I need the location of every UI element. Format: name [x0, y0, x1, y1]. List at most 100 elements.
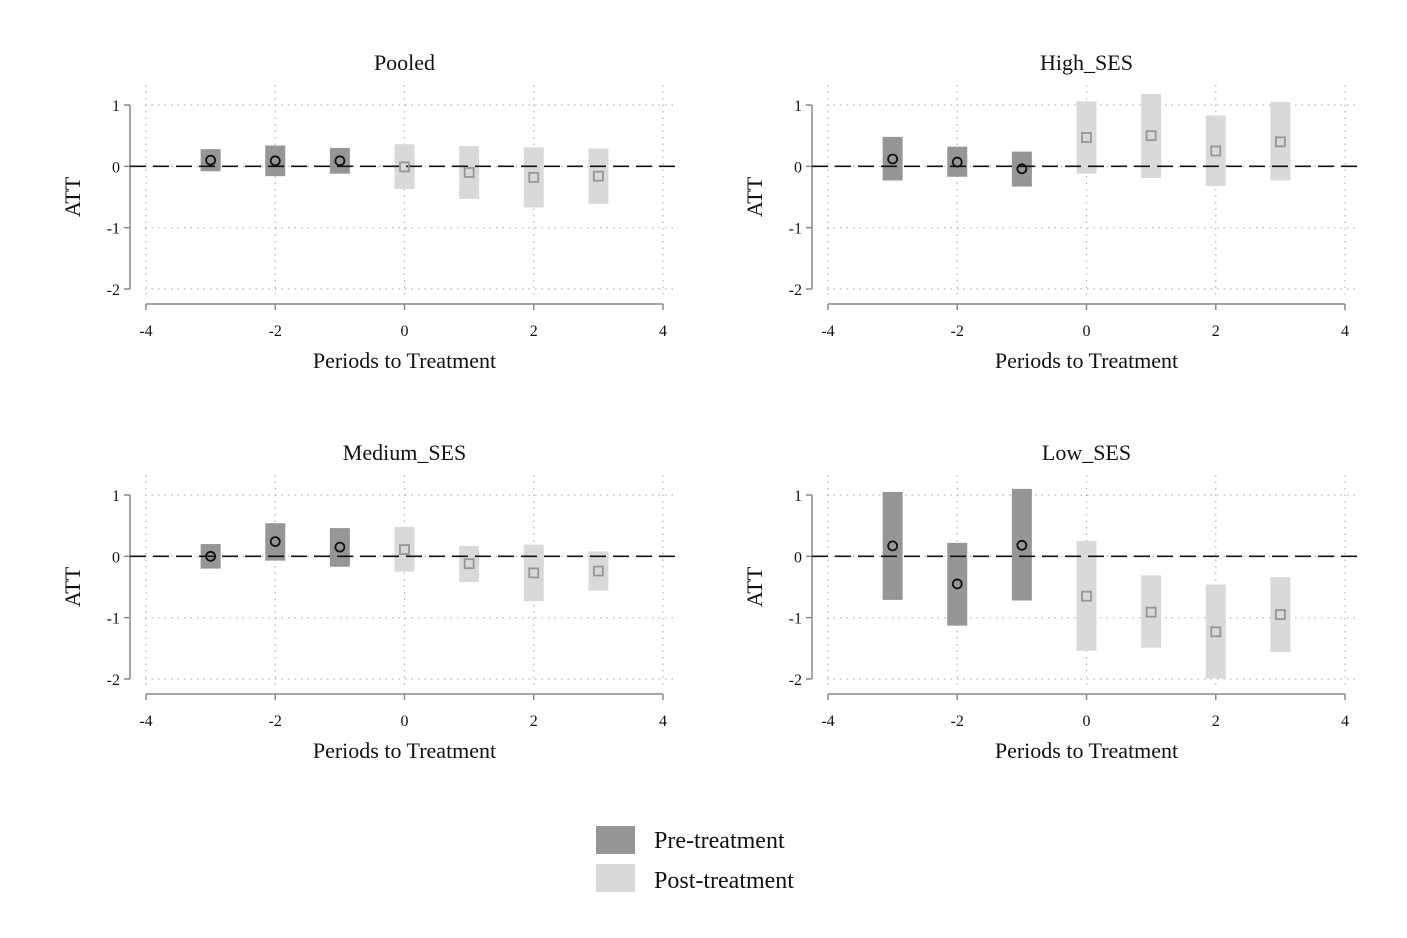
post-confidence-band — [459, 146, 480, 199]
panel-title: Low_SES — [1042, 440, 1131, 465]
post-confidence-band — [1205, 115, 1226, 186]
x-tick-label: -2 — [269, 713, 282, 730]
panel-title: High_SES — [1040, 50, 1133, 75]
legend-pre-swatch — [596, 826, 635, 854]
panel-pooled: Pooled 1 0 -1 -2 -4 -2 0 2 4 Periods to Treatment A… — [60, 50, 680, 373]
y-tick-label: -1 — [789, 221, 802, 238]
post-estimate-point — [1145, 130, 1157, 142]
panel-title: Medium_SES — [343, 440, 466, 465]
x-tick-label: 4 — [659, 713, 667, 730]
x-tick-label: -2 — [951, 323, 964, 340]
legend-post-swatch — [596, 864, 635, 892]
post-confidence-band — [394, 526, 415, 572]
x-tick-label: 2 — [1212, 323, 1220, 340]
pre-confidence-band — [265, 145, 286, 177]
pre-estimate-point — [1016, 163, 1028, 175]
y-tick-label: -1 — [789, 611, 802, 628]
x-tick-label: 4 — [1341, 323, 1349, 340]
pre-estimate-point — [887, 540, 899, 552]
pre-confidence-band — [882, 136, 903, 181]
x-tick-label: 0 — [401, 323, 409, 340]
y-axis-label: ATT — [742, 176, 767, 217]
post-estimate-point — [399, 544, 410, 555]
pre-estimate-point — [887, 153, 899, 165]
post-confidence-band — [1270, 577, 1291, 653]
pre-estimate-point — [951, 156, 963, 168]
post-estimate-point — [528, 171, 540, 183]
pre-confidence-band — [200, 149, 221, 172]
y-tick-label: -2 — [789, 672, 802, 689]
y-tick-label: 0 — [112, 549, 120, 566]
panels-group: Pooled 1 0 -1 -2 -4 -2 0 2 4 Periods to Treatment A… — [60, 50, 1362, 763]
pre-confidence-band — [329, 147, 350, 174]
pre-confidence-band — [947, 146, 968, 177]
y-tick-label: -2 — [107, 282, 120, 299]
post-confidence-band — [588, 148, 609, 204]
x-tick-label: 0 — [1083, 323, 1091, 340]
post-confidence-band — [523, 147, 544, 208]
panel-title: Pooled — [374, 50, 435, 75]
pre-confidence-band — [1011, 488, 1032, 601]
x-tick-label: 2 — [1212, 713, 1220, 730]
y-tick-label: 0 — [794, 549, 802, 566]
pre-confidence-band — [947, 542, 968, 626]
post-estimate-point — [1274, 609, 1286, 620]
post-estimate-point — [592, 170, 604, 182]
post-estimate-point — [463, 558, 475, 570]
post-estimate-point — [1081, 590, 1092, 602]
panel-medium-ses: Medium_SES 1 0 -1 -2 -4 -2 0 2 4 Periods to Treatm… — [60, 440, 680, 763]
pre-confidence-band — [329, 528, 350, 567]
x-axis-label: Periods to Treatment — [313, 738, 496, 763]
x-tick-label: -2 — [269, 323, 282, 340]
y-tick-label: -2 — [107, 672, 120, 689]
pre-confidence-band — [265, 523, 286, 561]
y-tick-label: 1 — [794, 98, 802, 115]
y-tick-label: -2 — [789, 282, 802, 299]
x-tick-label: -4 — [139, 713, 152, 730]
post-confidence-band — [1076, 541, 1097, 651]
panel-high-ses: High_SES 1 0 -1 -2 -4 -2 0 2 4 Periods to Treatmen… — [742, 50, 1362, 373]
pre-estimate-point — [951, 578, 963, 590]
y-tick-label: 0 — [794, 159, 802, 176]
legend: Pre-treatment Post-treatment — [596, 826, 794, 894]
y-axis-label: ATT — [60, 566, 85, 607]
pre-estimate-point — [205, 154, 217, 166]
x-tick-label: 0 — [1083, 713, 1091, 730]
pre-estimate-point — [269, 536, 281, 548]
x-tick-label: 2 — [530, 323, 538, 340]
y-tick-label: -1 — [107, 611, 120, 628]
post-estimate-point — [1081, 132, 1092, 143]
post-confidence-band — [523, 544, 544, 602]
x-tick-label: -4 — [821, 713, 834, 730]
pre-confidence-band — [882, 491, 903, 600]
y-tick-label: -1 — [107, 221, 120, 238]
x-axis-label: Periods to Treatment — [313, 348, 496, 373]
pre-estimate-point — [269, 155, 281, 167]
legend-post-label: Post-treatment — [654, 868, 794, 894]
y-tick-label: 1 — [112, 98, 120, 115]
pre-confidence-band — [1011, 151, 1032, 187]
post-confidence-band — [1141, 93, 1162, 178]
x-tick-label: -4 — [821, 323, 834, 340]
x-axis-label: Periods to Treatment — [995, 348, 1178, 373]
x-tick-label: -2 — [951, 713, 964, 730]
x-tick-label: 2 — [530, 713, 538, 730]
x-tick-label: 4 — [659, 323, 667, 340]
post-confidence-band — [1270, 101, 1291, 181]
post-confidence-band — [588, 551, 609, 591]
pre-estimate-point — [334, 541, 346, 553]
pre-estimate-point — [334, 155, 346, 167]
x-tick-label: 4 — [1341, 713, 1349, 730]
post-confidence-band — [1076, 101, 1097, 174]
x-tick-label: 0 — [401, 713, 409, 730]
post-confidence-band — [394, 144, 415, 190]
y-tick-label: 1 — [794, 488, 802, 505]
post-confidence-band — [1141, 575, 1162, 648]
post-estimate-point — [399, 161, 410, 173]
panel-low-ses: Low_SES 1 0 -1 -2 -4 -2 0 2 4 Periods to Treatment… — [742, 440, 1362, 763]
post-estimate-point — [463, 167, 475, 178]
post-estimate-point — [1274, 136, 1286, 148]
y-tick-label: 1 — [112, 488, 120, 505]
y-tick-label: 0 — [112, 159, 120, 176]
